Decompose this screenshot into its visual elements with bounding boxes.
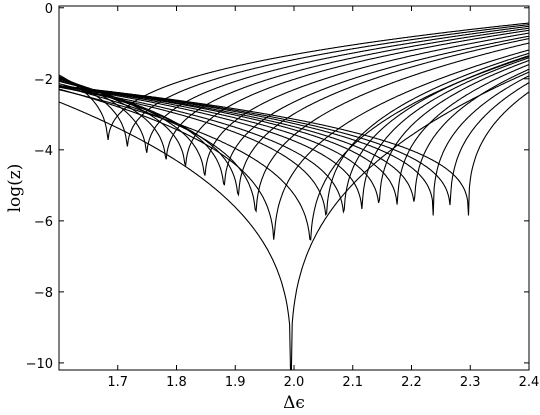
- x-tick-label: 1.8: [166, 375, 187, 390]
- x-tick-label: 2.3: [460, 375, 481, 390]
- y-tick-label: −2: [34, 73, 53, 88]
- series-line: [59, 55, 529, 214]
- y-axis: 0 −2 −4 −6 −8 −10: [26, 2, 529, 372]
- series-line: [59, 49, 529, 240]
- series-line: [59, 55, 529, 241]
- series-line: [59, 68, 529, 202]
- y-tick-label: −4: [34, 144, 53, 159]
- x-tick-label: 2.0: [284, 375, 305, 390]
- series-line: [59, 57, 529, 210]
- series-line: [59, 71, 529, 370]
- y-tick-label: −6: [34, 215, 53, 230]
- series-line: [59, 23, 529, 147]
- x-tick-label: 2.4: [519, 375, 540, 390]
- series-line: [59, 59, 529, 203]
- x-tick-label: 1.7: [107, 375, 128, 390]
- series-line: [59, 42, 529, 213]
- x-axis-label: Δϵ: [283, 393, 305, 413]
- y-tick-label: −10: [26, 357, 53, 372]
- series-line: [59, 38, 529, 197]
- series-line: [59, 27, 529, 160]
- plot-frame: [58, 5, 530, 371]
- y-axis-label: log(z): [5, 164, 25, 213]
- series-line: [59, 52, 529, 216]
- series-line: [59, 85, 529, 216]
- curves: [59, 22, 529, 370]
- series-line: [59, 22, 529, 140]
- x-tick-label: 1.9: [225, 375, 246, 390]
- x-axis: 1.7 1.8 1.9 2.0 2.1 2.2 2.3 2.4: [107, 6, 539, 390]
- x-tick-label: 2.1: [342, 375, 363, 390]
- series-line: [59, 63, 529, 205]
- y-tick-label: −8: [34, 286, 53, 301]
- x-tick-label: 2.2: [401, 375, 422, 390]
- y-tick-label: 0: [45, 2, 53, 17]
- series-line: [59, 25, 529, 153]
